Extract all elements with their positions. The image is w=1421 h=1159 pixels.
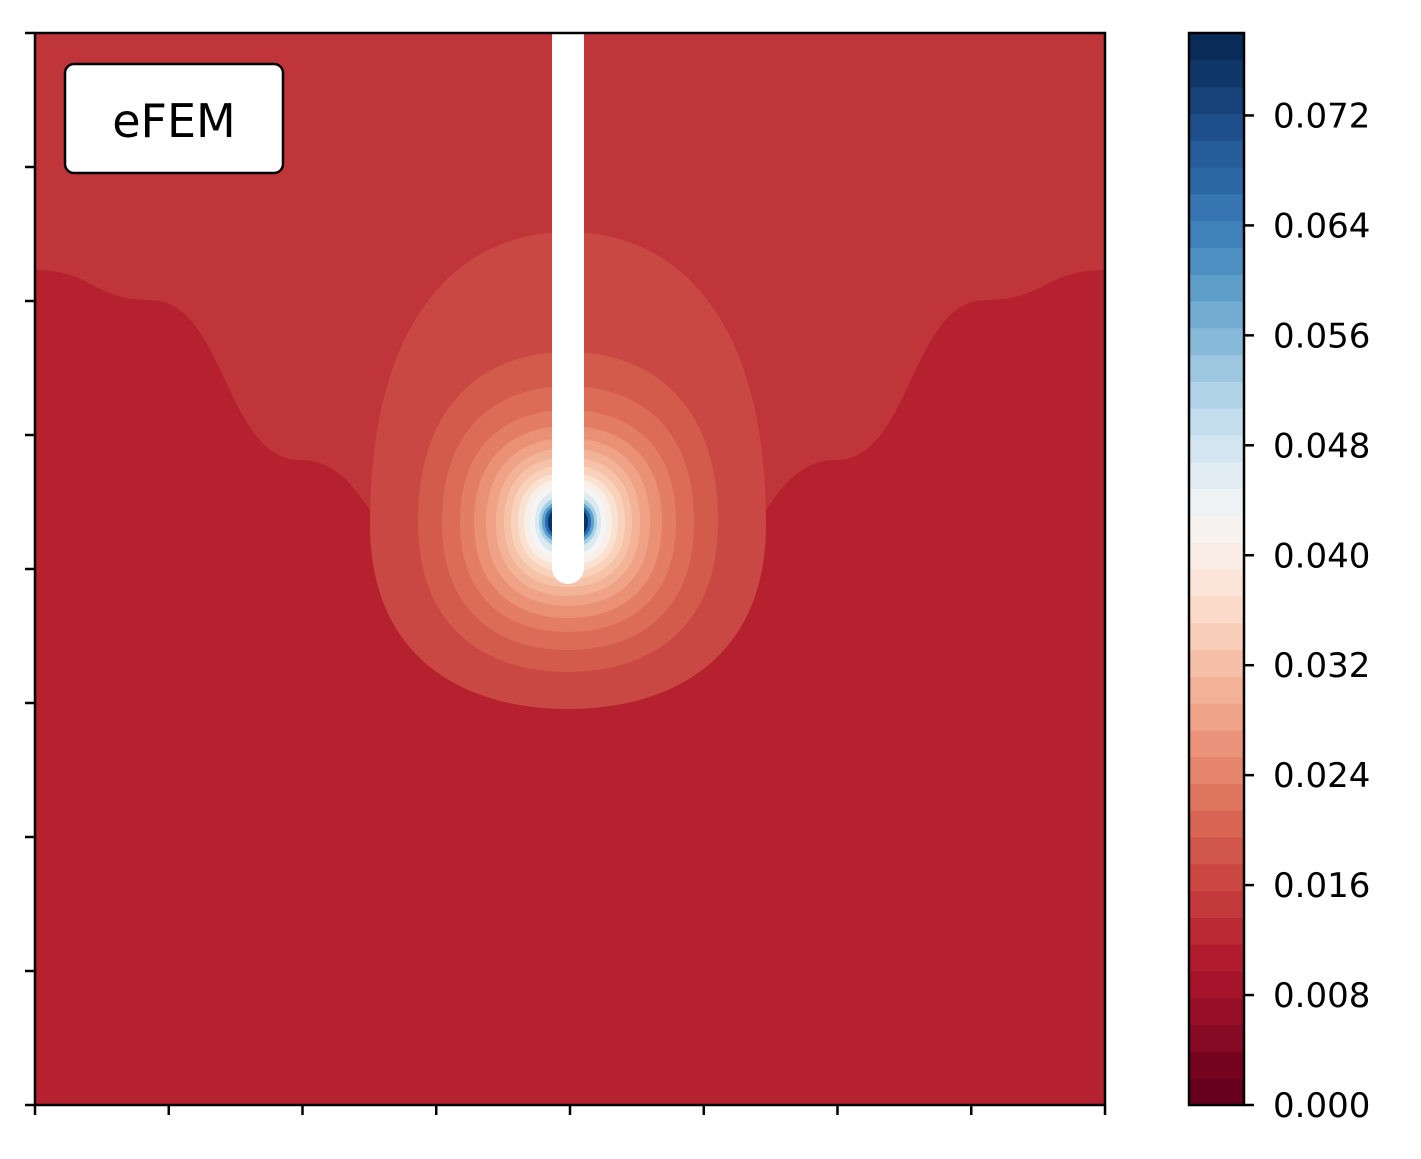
colorbar-tick-label: 0.008 [1273,976,1370,1016]
colorbar-segment [1189,408,1244,436]
colorbar-tick-label: 0.056 [1273,316,1370,356]
colorbar-segment [1189,997,1244,1026]
colorbar-tick-label: 0.024 [1273,756,1370,796]
colorbar-segment [1189,863,1244,892]
colorbar-ticks: 0.000 0.008 0.016 0.024 0.032 0.040 0.048 0.056… [1244,96,1370,1126]
colorbar [1189,33,1244,1106]
colorbar-segment [1189,113,1244,141]
colorbar-tick-label: 0.072 [1273,96,1370,136]
colorbar-segment [1189,461,1244,490]
method-legend: eFEM [63,62,285,175]
colorbar-segment [1189,1024,1244,1052]
colorbar-segment [1189,354,1244,382]
colorbar-segment [1189,944,1244,972]
colorbar-frame [1187,31,1246,1107]
colorbar-segment [1189,595,1244,624]
colorbar-segment [1189,247,1244,275]
colorbar-segment [1189,542,1244,570]
colorbar-segment [1189,783,1244,811]
colorbar-segment [1189,971,1244,999]
crack-slit [552,33,584,584]
colorbar-segment [1189,381,1244,409]
colorbar-segment [1189,435,1244,463]
colorbar-segment [1189,729,1244,758]
colorbar-segment [1189,676,1244,704]
x-axis-ticks [33,1105,1107,1115]
method-legend-box [63,62,285,175]
colorbar-segment [1189,649,1244,677]
colorbar-tick-label: 0.000 [1273,1086,1370,1126]
colorbar-tick-label: 0.048 [1273,426,1370,466]
colorbar-segment [1189,917,1244,945]
colorbar-segment [1189,515,1244,543]
plot-area [35,33,1105,1105]
colorbar-segment [1189,890,1244,918]
colorbar-segment [1189,220,1244,248]
colorbar-tick-label: 0.040 [1273,536,1370,576]
colorbar-segment [1189,703,1244,731]
colorbar-segment [1189,569,1244,597]
colorbar-tick-label: 0.064 [1273,206,1370,246]
colorbar-segment [1189,1078,1244,1106]
colorbar-segment [1189,86,1244,114]
colorbar-segment [1189,622,1244,650]
colorbar-segment [1189,488,1244,516]
colorbar-segment [1189,140,1244,168]
colorbar-segment [1189,301,1244,329]
colorbar-tick-label: 0.032 [1273,646,1370,686]
colorbar-segment [1189,167,1244,195]
colorbar-segment [1189,59,1244,88]
colorbar-segment [1189,327,1244,356]
colorbar-segment [1189,193,1244,222]
colorbar-tick-label: 0.016 [1273,866,1370,906]
colorbar-segment [1189,756,1244,784]
y-axis-ticks [25,31,35,1107]
colorbar-segment [1189,274,1244,302]
colorbar-segment [1189,33,1244,61]
method-legend-label: eFEM [112,94,236,148]
crack [552,33,584,584]
colorbar-segment [1189,1051,1244,1079]
colorbar-segment [1189,837,1244,865]
colorbar-segment [1189,810,1244,838]
